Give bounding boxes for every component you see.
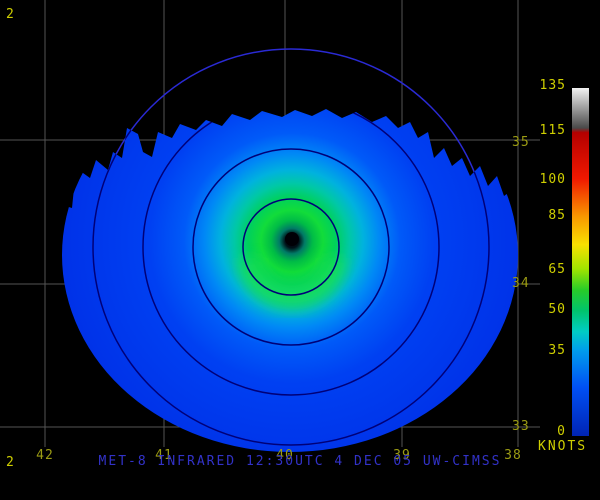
storm-cloud-mass bbox=[62, 109, 518, 452]
range-rings bbox=[92, 109, 490, 446]
colorbar-tick-115: 115 bbox=[539, 123, 566, 138]
lat-label-33: 33 bbox=[512, 419, 530, 434]
colorbar-tick-65: 65 bbox=[548, 262, 566, 277]
colorbar-tick-0: 0 bbox=[557, 424, 566, 439]
frame-marker-bottom: 2 bbox=[6, 455, 15, 470]
colorbar-tick-85: 85 bbox=[548, 208, 566, 223]
frame-marker-top: 2 bbox=[6, 7, 15, 22]
image-caption: MET-8 INFRARED 12:30UTC 4 DEC 05 UW-CIMS… bbox=[98, 454, 502, 469]
colorbar-gradient bbox=[572, 88, 589, 436]
lat-label-34: 34 bbox=[512, 276, 530, 291]
colorbar-tick-135: 135 bbox=[539, 78, 566, 93]
lon-label-38: 38 bbox=[504, 448, 522, 463]
lon-label-39: 39 bbox=[393, 448, 411, 463]
colorbar-tick-35: 35 bbox=[548, 343, 566, 358]
lon-label-40: 40 bbox=[276, 448, 294, 463]
colorbar-tick-100: 100 bbox=[539, 172, 566, 187]
lat-label-35: 35 bbox=[512, 135, 530, 150]
colorbar-unit-label: KNOTS bbox=[538, 439, 588, 454]
colorbar-tick-50: 50 bbox=[548, 302, 566, 317]
lon-label-41: 41 bbox=[155, 448, 173, 463]
lon-label-42: 42 bbox=[36, 448, 54, 463]
storm-eye bbox=[285, 232, 299, 246]
